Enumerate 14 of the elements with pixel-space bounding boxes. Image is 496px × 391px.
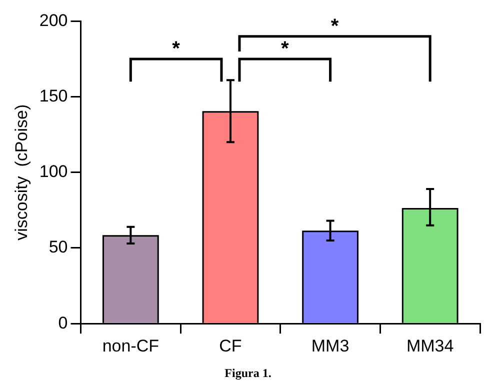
y-tick-label: 150 (39, 86, 68, 106)
y-tick-label: 50 (48, 238, 68, 257)
annotation: * (172, 38, 180, 60)
x-tick-label: CF (219, 336, 242, 356)
text: Figura 1. (224, 366, 272, 381)
x-tick-label: non-CF (102, 336, 160, 356)
x-tick-label: MM3 (311, 336, 350, 356)
y-tick-label: 100 (39, 162, 68, 182)
y-tick-label: 200 (39, 10, 68, 30)
x-tick-label: MM34 (406, 336, 454, 356)
annotation: * (280, 38, 289, 60)
y-tick-label: 0 (58, 313, 68, 332)
y-axis-title: viscosity (cPoise) (12, 104, 31, 240)
annotation: * (330, 15, 339, 38)
